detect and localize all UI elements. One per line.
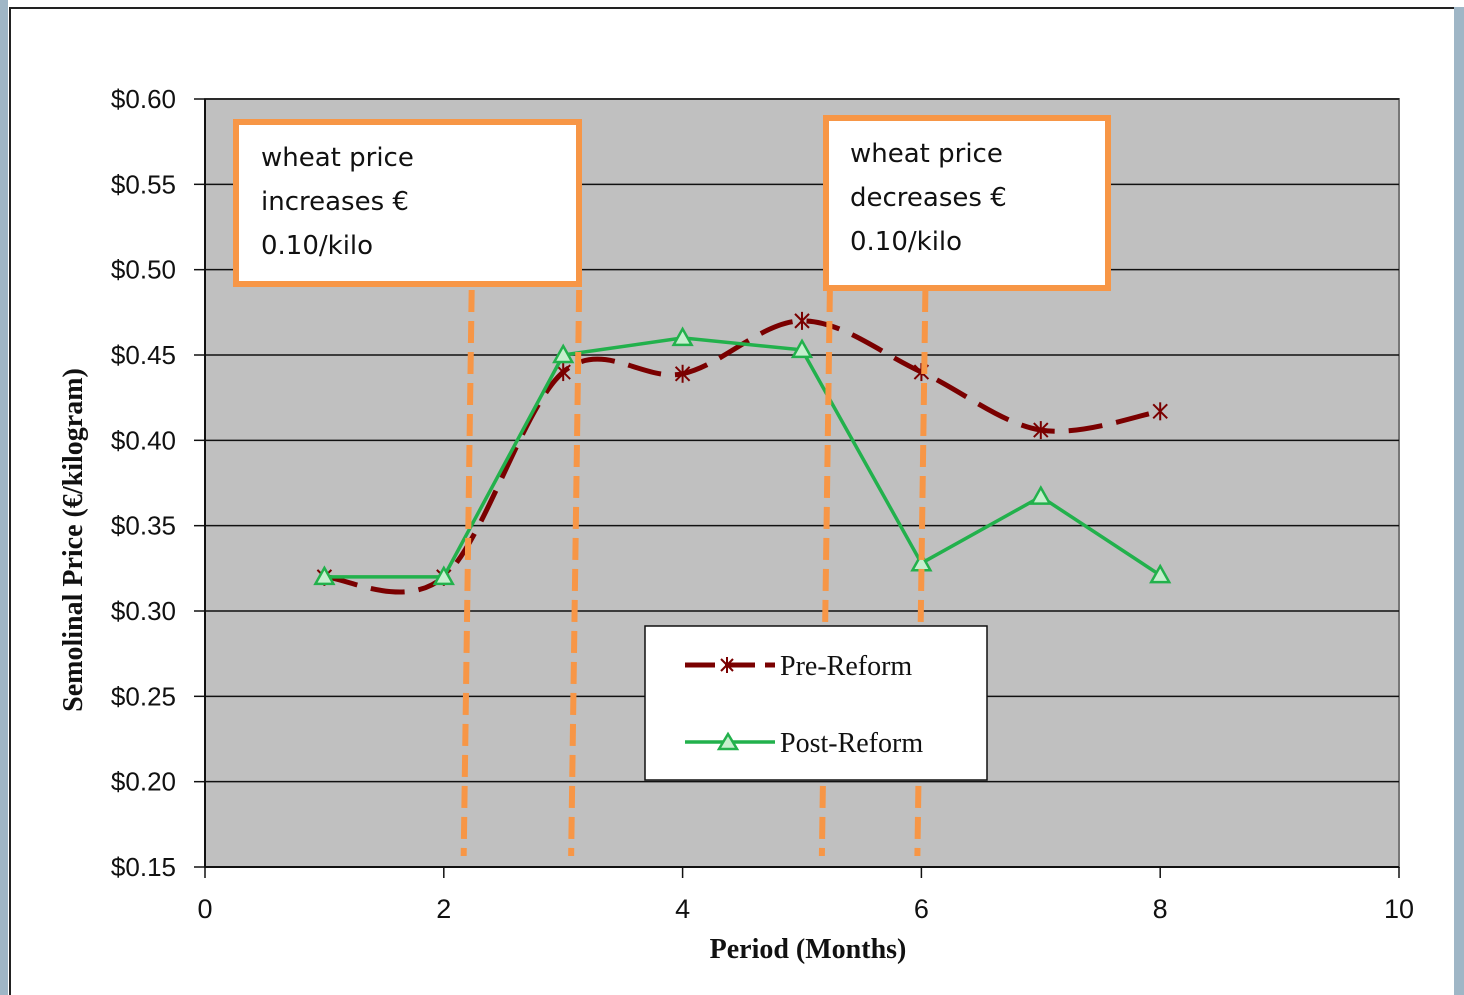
data-point-post-reform xyxy=(671,326,694,347)
annotation-increase-line-2: increases € xyxy=(261,187,409,217)
top-border xyxy=(9,7,1454,9)
x-tick-label: 2 xyxy=(436,894,451,924)
data-point-pre-reform xyxy=(555,363,571,382)
y-tick-label: $0.30 xyxy=(111,596,176,626)
annotation-decrease-line-1: wheat price xyxy=(850,139,1003,169)
annotation-decrease-line-3: 0.10/kilo xyxy=(850,227,962,257)
x-tick-label: 10 xyxy=(1384,894,1414,924)
annotation-box-decrease-frame xyxy=(823,115,1111,291)
annotation-box-increase-frame xyxy=(233,119,582,287)
data-point-post-reform xyxy=(432,565,455,586)
data-point-post-reform xyxy=(552,343,575,364)
left-border xyxy=(9,8,11,995)
data-point-post-reform xyxy=(1029,485,1052,505)
y-tick-label: $0.45 xyxy=(111,340,176,370)
annotation-increase-line-1: wheat price xyxy=(261,143,414,173)
y-tick-label: $0.35 xyxy=(111,511,176,541)
x-tick-label: 0 xyxy=(197,894,212,924)
y-axis-ticks: $0.15 $0.20 $0.25 $0.30 $0.35 $0.40 $0.45 $0.50… xyxy=(111,84,205,882)
x-tick-label: 4 xyxy=(675,894,690,924)
data-point-pre-reform xyxy=(794,311,810,330)
y-tick-label: $0.40 xyxy=(111,425,176,455)
data-point-post-reform xyxy=(790,338,814,359)
guide-line xyxy=(568,289,583,857)
y-tick-label: $0.20 xyxy=(111,767,176,797)
legend: Pre-Reform Post-Reform xyxy=(644,625,988,781)
window-left-frame xyxy=(0,0,8,995)
data-point-pre-reform xyxy=(674,364,691,383)
y-tick-label: $0.15 xyxy=(111,852,176,882)
legend-pre-reform-label: Pre-Reform xyxy=(780,651,912,682)
y-tick-label: $0.60 xyxy=(111,84,176,114)
annotation-box-increase: wheat price increases € 0.10/kilo xyxy=(233,119,582,287)
data-point-pre-reform xyxy=(1152,402,1168,421)
x-tick-label: 8 xyxy=(1153,894,1168,924)
data-point-pre-reform xyxy=(1033,421,1049,440)
axes xyxy=(204,99,1399,868)
series-line-post-reform xyxy=(324,336,1162,579)
series-layer xyxy=(313,311,1172,595)
x-axis-ticks: 0 2 4 6 8 10 xyxy=(197,867,1414,924)
guide-line xyxy=(460,289,475,857)
legend-post-reform-marker xyxy=(716,731,740,751)
data-point-post-reform xyxy=(313,565,336,586)
x-tick-label: 6 xyxy=(914,894,929,924)
x-axis-title: Period (Months) xyxy=(710,934,907,965)
series-line-pre-reform xyxy=(324,318,1161,595)
y-tick-label: $0.55 xyxy=(111,169,176,199)
y-tick-label: $0.50 xyxy=(111,255,176,285)
data-point-post-reform xyxy=(1149,563,1172,584)
legend-post-reform-label: Post-Reform xyxy=(780,728,923,759)
annotation-increase-line-3: 0.10/kilo xyxy=(261,231,373,261)
annotation-box-decrease: wheat price decreases € 0.10/kilo xyxy=(823,115,1111,291)
legend-pre-reform-marker xyxy=(720,657,734,673)
y-tick-label: $0.25 xyxy=(111,681,176,711)
y-axis-title: Semolinal Price (€/kilogram) xyxy=(58,368,89,712)
annotation-decrease-line-2: decreases € xyxy=(850,183,1007,213)
legend-frame xyxy=(644,625,988,781)
window-right-frame xyxy=(1454,7,1464,995)
